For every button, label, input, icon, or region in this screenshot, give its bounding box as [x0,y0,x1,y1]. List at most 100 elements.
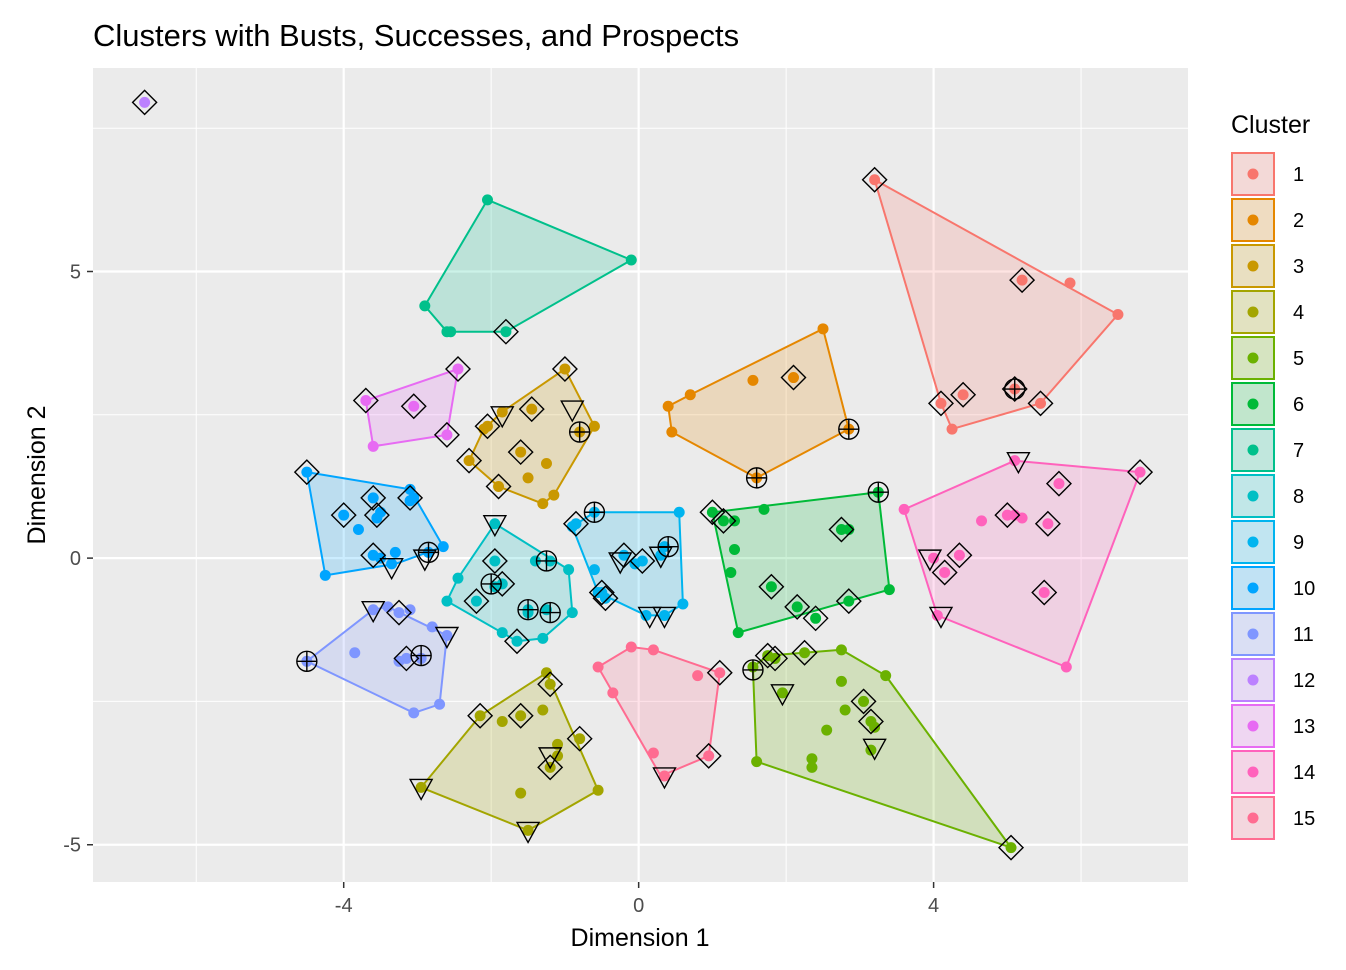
point-cluster-15 [714,667,726,679]
point-cluster-5 [776,687,788,699]
point-cluster-6 [725,566,737,578]
prospect-marker [950,381,977,408]
point-cluster-1 [1112,308,1124,320]
point-cluster-14 [931,609,943,621]
point-cluster-5 [821,724,833,736]
prospect-marker [1034,510,1061,537]
point-cluster-5 [806,753,818,765]
cluster-hull-14 [902,459,1142,669]
bust-marker [482,515,508,538]
prospect-marker [492,318,519,345]
prospect-marker [397,484,424,511]
point-cluster-4 [515,710,527,722]
prospect-marker [998,834,1025,861]
cluster-hull-4 [419,671,600,832]
prospect-marker [592,585,619,612]
point-cluster-11 [400,652,412,664]
prospect-marker [360,484,387,511]
prospect-marker [330,502,357,529]
point-cluster-1 [1035,397,1047,409]
point-cluster-14 [976,515,988,527]
x-tick-label: 4 [928,895,939,917]
y-tick-label: 5 [70,262,81,284]
prospect-marker [946,542,973,569]
prospect-marker [474,413,501,440]
prospect-marker [1031,579,1058,606]
bust-marker [408,778,434,801]
point-cluster-10 [408,492,420,504]
prospect-marker [629,547,656,574]
point-cluster-2 [684,389,696,401]
legend-dot-10 [1247,582,1259,594]
point-cluster-10 [338,509,350,521]
point-cluster-5 [799,647,811,659]
point-cluster-15 [692,670,704,682]
legend-label-10: 10 [1293,578,1315,600]
legend-dot-3 [1247,260,1259,272]
bust-marker [560,400,585,423]
prospect-marker [507,439,534,466]
point-cluster-4 [522,824,534,836]
point-cluster-8 [496,627,508,639]
point-cluster-2 [662,400,674,412]
prospect-marker [1045,470,1072,497]
legend-label-13: 13 [1293,716,1315,738]
prospect-marker [791,639,818,666]
point-cluster-9 [655,549,667,561]
point-cluster-5 [769,652,781,664]
legend-dot-7 [1247,444,1259,456]
point-cluster-4 [537,704,549,716]
bust-marker [434,626,460,649]
legend-title: Cluster [1231,111,1310,139]
legend-key-12 [1231,658,1275,702]
point-cluster-3 [515,446,527,458]
point-cluster-5 [869,721,881,733]
prospect-marker [537,754,564,781]
point-cluster-6 [732,627,744,639]
prospect-marker [828,516,855,543]
point-cluster-6 [729,544,741,556]
legend-key-14 [1231,750,1275,794]
prospect-marker [456,447,483,474]
y-axis: -5 0 5 [63,262,93,857]
x-axis: -4 0 4 [335,882,939,917]
prospect-marker [400,393,427,420]
point-cluster-3 [493,480,505,492]
point-cluster-4 [544,678,556,690]
bust-marker [652,767,677,790]
prospect-marker [489,570,516,597]
prospect-marker [850,688,877,715]
prospect-marker [706,659,733,686]
legend-dot-15 [1247,812,1259,824]
point-cluster-4 [415,781,427,793]
point-cluster-15 [607,687,619,699]
point-cluster-10 [404,483,416,495]
prospect-marker [762,645,789,672]
prospect-marker [610,542,637,569]
point-cluster-7 [419,300,431,312]
legend-dot-2 [1247,214,1259,226]
point-cluster-8 [496,578,508,590]
point-cluster-9 [677,598,689,610]
point-cluster-8 [452,572,464,584]
point-cluster-4 [592,784,604,796]
cluster-hull-7 [423,198,634,333]
point-cluster-1 [946,423,958,435]
point-cluster-8 [470,595,482,607]
point-cluster-4 [552,738,564,750]
bust-marker [1006,451,1031,475]
bust-marker [412,549,438,572]
point-cluster-7 [445,326,457,338]
point-cluster-3 [496,406,508,418]
point-cluster-10 [367,492,379,504]
legend-dot-1 [1247,168,1259,180]
point-cluster-8 [529,555,541,567]
prospect-marker [562,510,589,537]
bust-marker [862,738,887,761]
prospect-marker [857,708,884,735]
prospect-marker [551,355,578,382]
point-cluster-3 [463,455,475,467]
point-cluster-8 [563,564,575,576]
